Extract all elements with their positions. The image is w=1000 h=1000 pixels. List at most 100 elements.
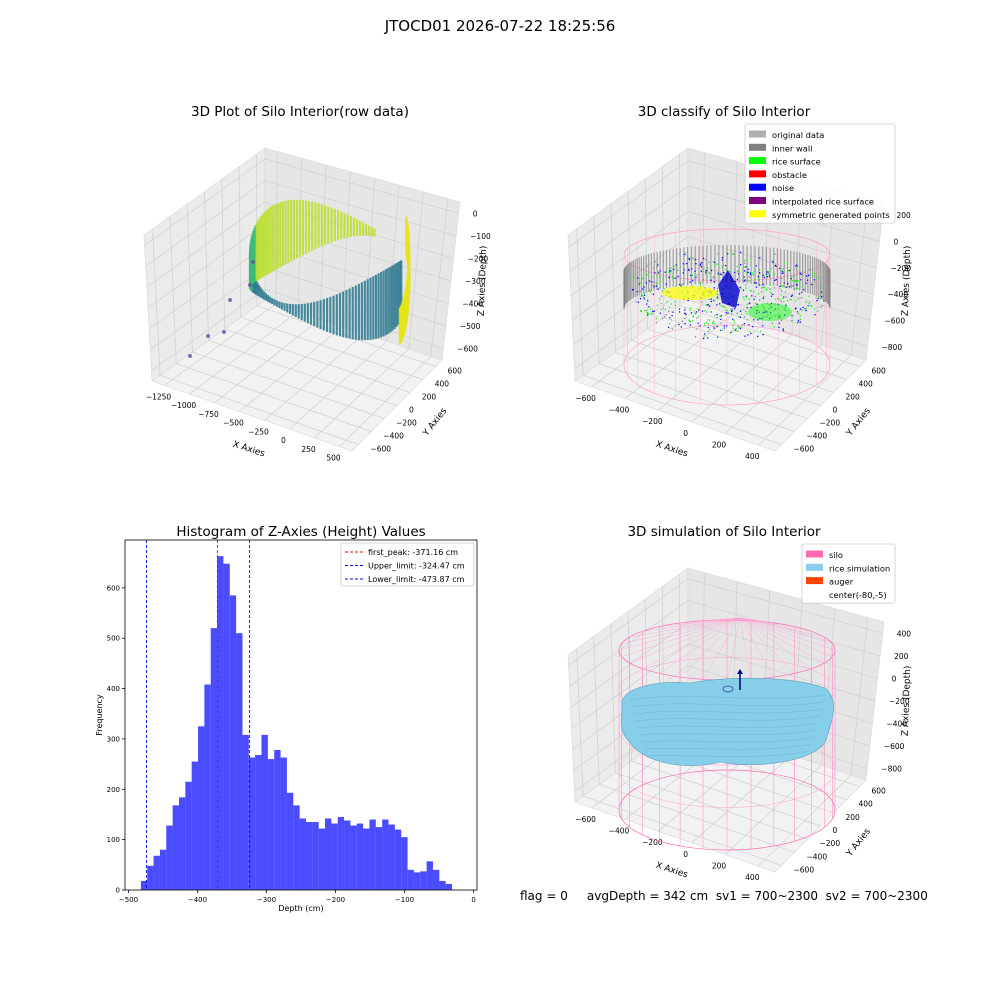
classify-x-gridline <box>591 152 705 388</box>
classify-point <box>779 287 781 290</box>
histogram-legend-label: Lower_limit: -473.87 cm <box>368 575 465 584</box>
classify-point <box>706 311 708 313</box>
classify-legend-swatch <box>749 143 766 151</box>
raw-plot-title: 3D Plot of Silo Interior(row data) <box>191 104 409 120</box>
classify-point <box>649 308 652 310</box>
classify-point <box>688 258 691 261</box>
simulation-mesh-line <box>635 715 821 722</box>
classify-point <box>809 304 812 307</box>
classify-point <box>653 310 655 312</box>
classify-point <box>774 303 776 305</box>
histogram-bar <box>140 880 148 890</box>
classify-point <box>796 284 798 286</box>
classify-point <box>752 291 755 293</box>
raw-outlier-point <box>206 334 210 338</box>
classify-point <box>705 322 708 324</box>
classify-point <box>749 330 751 333</box>
classify-point <box>716 325 718 328</box>
classify-point <box>743 277 745 279</box>
classify-point <box>705 304 708 306</box>
classify-point <box>770 316 772 318</box>
classify-point <box>754 282 756 284</box>
histogram-y-tick-label: 500 <box>107 635 120 643</box>
raw-y-tick-label: 400 <box>435 380 450 389</box>
classify-point <box>714 265 716 267</box>
classify-point <box>797 321 799 324</box>
simulation-roof-line <box>618 617 741 651</box>
classify-point <box>708 261 710 264</box>
classify-point <box>723 325 725 327</box>
classify-point <box>754 271 756 273</box>
histogram-bar <box>166 825 173 890</box>
classify-point <box>640 310 642 313</box>
classify-point <box>782 329 785 332</box>
classify-point <box>652 266 655 269</box>
classify-point <box>639 290 641 292</box>
classify-point <box>757 335 759 338</box>
classify-point <box>725 314 727 316</box>
classify-point <box>757 292 760 295</box>
simulation-z-tick-label: −200 <box>889 697 910 706</box>
classify-point <box>739 251 742 254</box>
classify-legend-swatch <box>749 130 766 138</box>
classify-point <box>762 333 764 336</box>
classify-point <box>770 306 773 308</box>
classify-point <box>799 318 802 321</box>
classify-point <box>799 321 802 323</box>
classify-point <box>791 280 794 282</box>
classify-point <box>749 289 752 292</box>
classify-point <box>648 306 650 308</box>
classify-point <box>680 285 682 287</box>
histogram-x-tick-label: −200 <box>326 896 345 904</box>
histogram-bar <box>236 633 243 890</box>
classify-point <box>768 273 770 275</box>
classify-point <box>797 313 799 315</box>
histogram-legend-label: Upper_limit: -324.47 cm <box>368 562 465 571</box>
classify-point <box>696 317 698 319</box>
classify-point <box>730 250 732 252</box>
classify-point <box>809 301 811 303</box>
classify-legend-swatch <box>749 170 766 178</box>
classify-point <box>708 319 711 321</box>
simulation-x-tick-label: −400 <box>609 827 630 836</box>
simulation-legend-swatch <box>806 563 823 571</box>
classify-point-cloud <box>623 228 831 406</box>
classify-point <box>785 304 787 306</box>
classify-point <box>787 270 790 272</box>
classify-point <box>743 260 746 262</box>
classify-point <box>652 284 654 287</box>
classify-point <box>663 316 666 318</box>
classify-point <box>645 303 648 305</box>
classify-point <box>783 308 786 311</box>
simulation-y-tick-label: 0 <box>833 826 838 835</box>
histogram-bar <box>147 865 154 890</box>
classify-point <box>720 322 722 324</box>
classify-point <box>745 287 747 289</box>
simulation-roof-line <box>739 617 825 638</box>
classify-point <box>653 281 656 283</box>
classify-point <box>733 271 736 274</box>
raw-x-gridline <box>289 185 400 430</box>
histogram-bar <box>375 827 383 890</box>
classify-point <box>797 288 800 290</box>
classify-point <box>634 276 636 279</box>
classify-point <box>672 311 674 313</box>
histogram-bar <box>325 818 332 890</box>
histogram-bar <box>388 824 395 890</box>
classify-point <box>655 266 658 268</box>
classify-point <box>733 308 736 310</box>
simulation-z-gridline <box>568 578 883 666</box>
classify-point <box>739 286 741 289</box>
classify-point <box>796 264 798 266</box>
simulation-roof-line <box>629 617 741 664</box>
classify-point <box>712 326 715 328</box>
classify-point <box>811 283 813 286</box>
classify-point <box>674 277 676 279</box>
classify-point <box>667 326 670 329</box>
classify-legend-label: obstacle <box>772 170 807 180</box>
classify-point <box>660 308 663 311</box>
